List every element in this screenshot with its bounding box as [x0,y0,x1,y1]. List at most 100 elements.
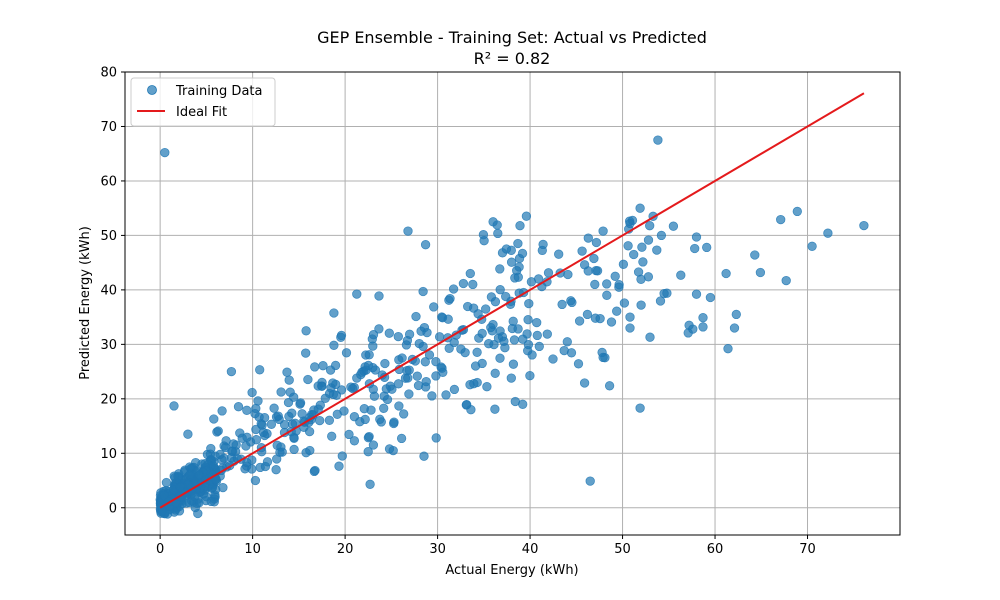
data-point [341,348,352,358]
data-point [637,242,647,252]
data-point [493,228,503,239]
data-point [495,353,505,363]
data-point [524,298,534,309]
y-axis-label: Predicted Energy (kWh) [78,226,93,380]
data-point [374,291,384,301]
data-point [653,135,663,145]
data-point [538,239,548,250]
data-point [521,211,532,221]
data-point [310,465,320,476]
data-point [513,324,523,334]
data-point [465,268,475,279]
data-point [381,384,391,394]
data-point [190,491,200,502]
data-point [289,392,299,402]
data-point [185,470,195,480]
ideal-fit-line-group [159,92,865,509]
x-tick-label: 50 [614,542,631,557]
data-point [465,380,475,390]
data-point [532,330,542,341]
data-point [662,288,672,298]
data-point [329,308,339,318]
data-point [421,382,431,392]
data-point [495,264,505,274]
data-point [490,404,500,414]
data-point [472,347,482,357]
data-point [508,316,518,326]
data-point [241,441,251,451]
data-point [479,236,489,246]
data-point [508,359,519,369]
data-point [169,471,179,481]
data-point [542,329,552,339]
y-tick-label: 70 [100,120,117,135]
data-point [412,371,422,381]
data-point [251,403,261,414]
data-point [583,233,593,243]
data-point [750,250,760,260]
data-point [525,371,535,381]
y-tick-label: 40 [100,283,117,298]
data-point [209,414,219,424]
data-point [729,323,740,333]
data-point [276,387,286,397]
data-point [318,361,328,371]
data-point [273,411,283,421]
data-point [559,345,569,356]
data-point [506,373,516,383]
data-point [534,341,544,352]
data-point [287,408,297,418]
y-tick-label: 60 [100,174,117,189]
data-point [807,241,817,251]
data-point [577,246,587,256]
data-point [698,313,708,323]
data-point [625,218,635,229]
data-point [635,203,645,213]
data-point [217,406,227,416]
data-point [420,357,430,367]
x-tick-label: 40 [522,542,539,557]
data-point [324,415,335,425]
y-tick-label: 20 [100,392,117,407]
data-point [598,352,608,363]
data-point [370,365,381,375]
data-point [352,289,362,299]
data-point [500,343,510,353]
data-point [589,253,599,264]
data-point [579,378,590,388]
data-point [255,462,265,473]
x-tick-label: 10 [244,542,261,557]
data-point [557,299,567,310]
data-point [262,429,272,439]
data-point [652,245,662,255]
data-point [698,322,708,332]
data-point [668,221,679,231]
data-point [418,286,428,297]
data-point [328,378,338,388]
data-point [233,402,244,412]
data-point [414,338,424,349]
data-point [346,382,356,392]
data-point [330,360,341,371]
chart-subtitle: R² = 0.82 [474,49,551,68]
data-point [289,444,299,455]
data-point [566,296,576,306]
data-point [458,278,469,289]
data-point [369,391,380,401]
data-point [449,384,460,395]
data-point [431,433,441,443]
data-point [573,359,584,369]
data-point [429,302,439,312]
data-point [554,249,564,259]
data-point [394,401,404,411]
ideal-fit-line [159,92,865,509]
data-point [604,381,615,391]
data-point [183,429,193,439]
data-point [401,340,412,350]
data-point [303,374,313,385]
y-tick-label: 80 [100,66,117,81]
data-point [481,304,491,314]
data-point [532,317,542,328]
data-point [636,300,646,310]
data-point [399,409,409,419]
